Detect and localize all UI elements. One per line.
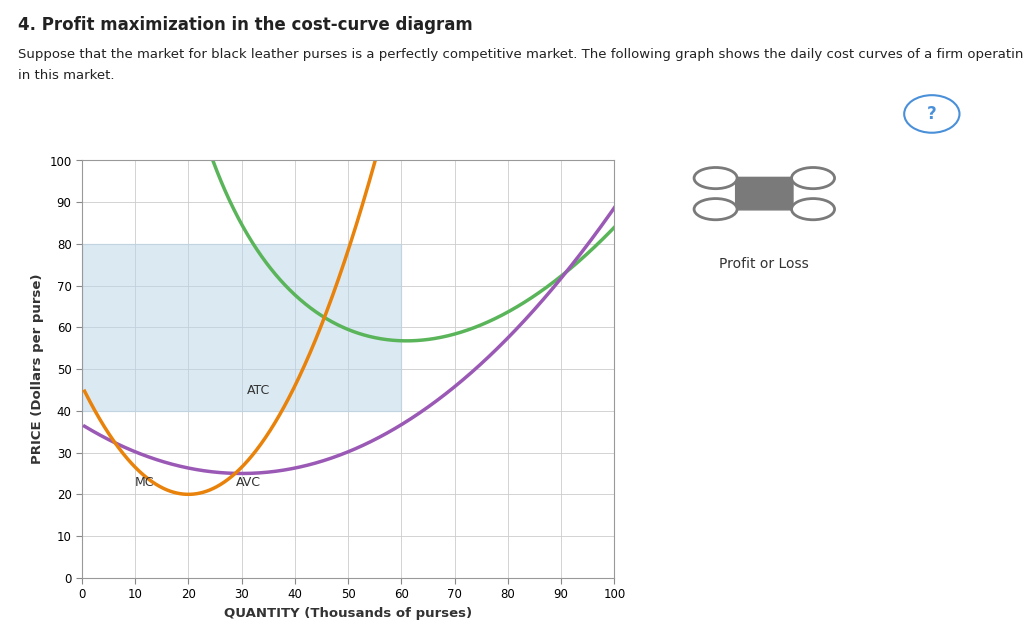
Text: ?: ?: [927, 105, 937, 123]
Text: MC: MC: [135, 476, 155, 489]
FancyBboxPatch shape: [735, 177, 793, 210]
Circle shape: [904, 95, 959, 133]
Text: Suppose that the market for black leather purses is a perfectly competitive mark: Suppose that the market for black leathe…: [18, 48, 1024, 61]
Circle shape: [792, 198, 835, 220]
Circle shape: [694, 198, 737, 220]
Text: Profit or Loss: Profit or Loss: [720, 257, 809, 272]
Circle shape: [694, 168, 737, 189]
Circle shape: [792, 168, 835, 189]
Text: AVC: AVC: [237, 476, 261, 489]
Text: 4. Profit maximization in the cost-curve diagram: 4. Profit maximization in the cost-curve…: [18, 16, 473, 34]
Y-axis label: PRICE (Dollars per purse): PRICE (Dollars per purse): [31, 274, 44, 464]
Text: ATC: ATC: [247, 384, 270, 397]
X-axis label: QUANTITY (Thousands of purses): QUANTITY (Thousands of purses): [224, 607, 472, 620]
Text: in this market.: in this market.: [18, 69, 115, 82]
